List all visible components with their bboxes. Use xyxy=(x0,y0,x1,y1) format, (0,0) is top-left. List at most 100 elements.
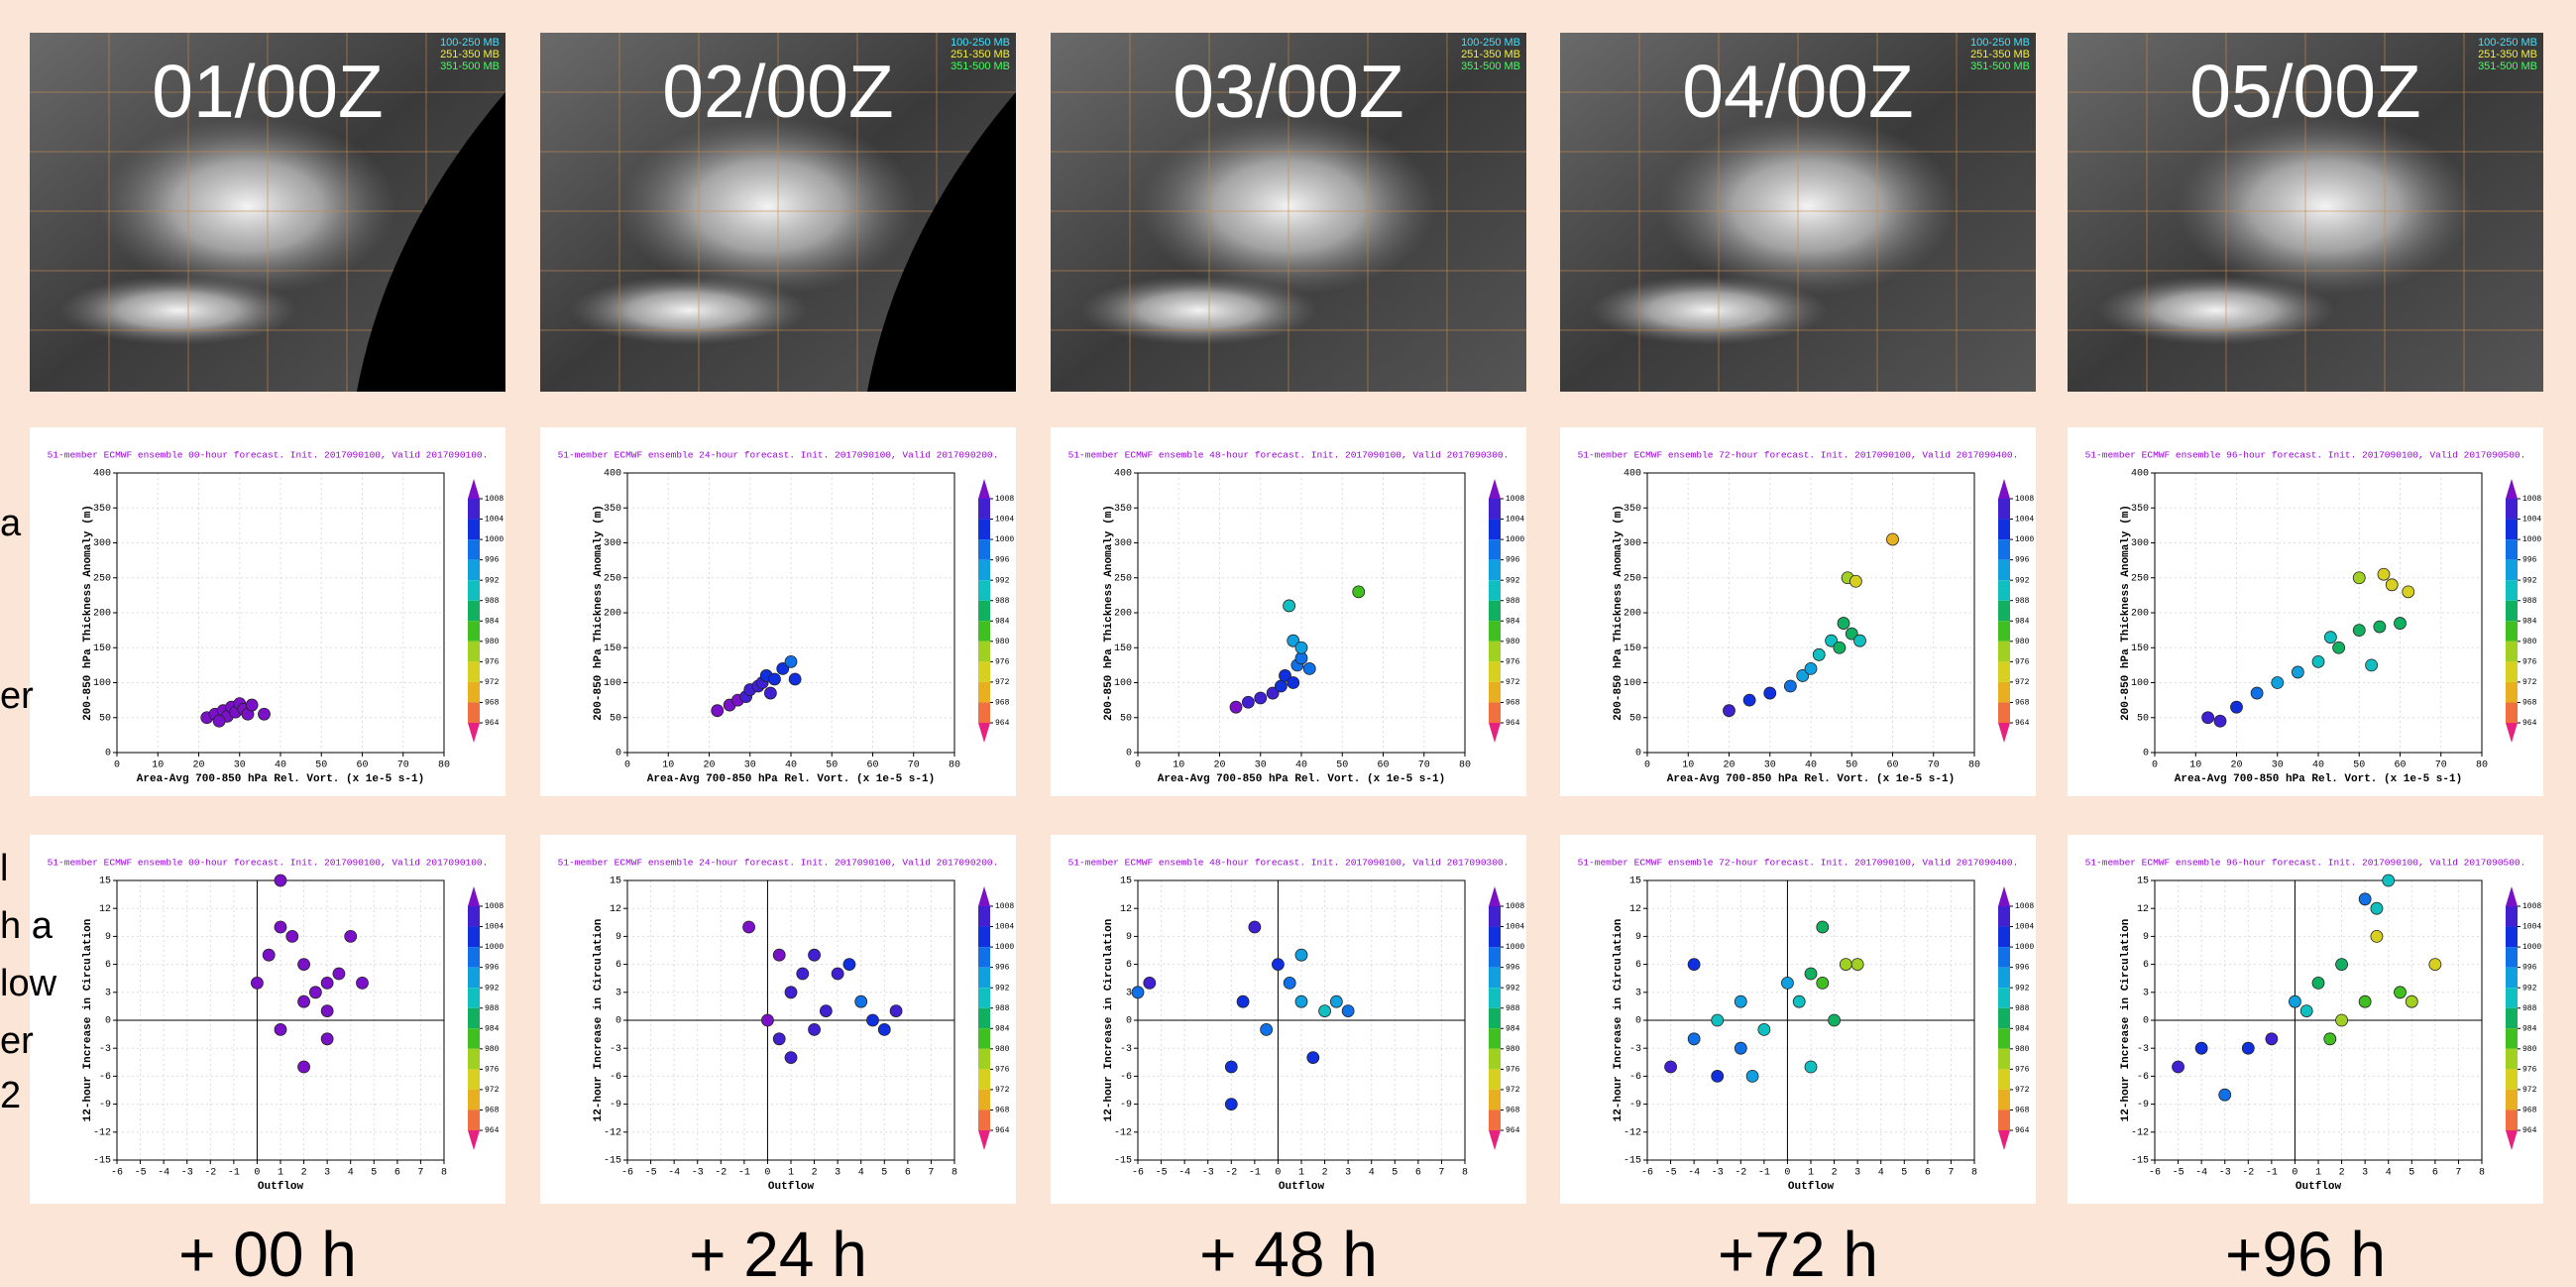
scatter-point xyxy=(2311,976,2325,990)
colorbar-segment xyxy=(1998,661,2010,682)
colorbar-label: 1004 xyxy=(2522,923,2541,932)
y-tick-label: 300 xyxy=(93,538,111,549)
scatter-point xyxy=(1224,1098,1238,1112)
scatter-point xyxy=(831,967,844,981)
scatter-point xyxy=(1796,669,1810,682)
colorbar-label: 996 xyxy=(1506,556,1520,565)
scatter-point xyxy=(1816,976,1830,990)
x-tick-label: 4 xyxy=(348,1168,354,1179)
scatter-point xyxy=(285,930,299,943)
colorbar-label: 992 xyxy=(2522,984,2537,993)
x-tick-label: -4 xyxy=(1688,1168,1700,1179)
scatter-point xyxy=(212,714,226,728)
scatter-point xyxy=(1236,994,1250,1008)
scatter-point xyxy=(258,707,271,721)
colorbar-label: 972 xyxy=(2015,1086,2030,1095)
x-tick-label: 80 xyxy=(438,760,450,771)
colorbar-segment xyxy=(2506,519,2518,540)
y-tick-label: 300 xyxy=(2131,538,2149,549)
colorbar-label: 1004 xyxy=(995,923,1014,932)
scatter-point xyxy=(772,948,786,962)
y-tick-label: 350 xyxy=(1624,504,1641,515)
forecast-hour-label: + 24 h xyxy=(689,1219,867,1287)
x-tick-label: 1 xyxy=(1298,1168,1304,1179)
colorbar-end xyxy=(2506,479,2518,499)
x-tick-label: 1 xyxy=(788,1168,794,1179)
scatter-point xyxy=(2250,686,2264,700)
y-tick-label: -9 xyxy=(1629,1100,1641,1111)
x-tick-label: -2 xyxy=(204,1168,216,1179)
y-tick-label: 150 xyxy=(2131,644,2149,654)
colorbar-segment xyxy=(2506,1089,2518,1111)
colorbar-segment xyxy=(1998,1048,2010,1070)
scatter-point xyxy=(1742,693,1756,707)
colorbar-label: 968 xyxy=(485,699,500,708)
x-tick-label: 0 xyxy=(1784,1168,1790,1179)
y-tick-label: 400 xyxy=(604,469,621,480)
x-tick-label: 70 xyxy=(397,760,409,771)
scatter-point xyxy=(1143,976,1157,990)
x-tick-label: 8 xyxy=(2479,1168,2485,1179)
y-axis-label: 12-hour Increase in Circulation xyxy=(82,919,94,1122)
y-axis-label: 12-hour Increase in Circulation xyxy=(1103,919,1115,1122)
x-tick-label: 7 xyxy=(2455,1168,2461,1179)
side-text-fragment: l xyxy=(0,848,8,889)
x-tick-label: 2 xyxy=(1832,1168,1838,1179)
x-tick-label: 30 xyxy=(1255,760,1267,771)
wind-legend: 251-350 MB xyxy=(951,49,1010,60)
colorbar-label: 988 xyxy=(2015,1004,2030,1013)
chart-background xyxy=(2068,427,2543,796)
y-tick-label: 400 xyxy=(1114,469,1132,480)
colorbar-label: 964 xyxy=(2015,719,2030,728)
y-tick-label: 9 xyxy=(105,932,111,943)
colorbar-segment xyxy=(1489,621,1501,642)
colorbar-label: 964 xyxy=(995,719,1010,728)
scatter-point xyxy=(1241,695,1255,709)
colorbar-label: 964 xyxy=(1506,1126,1520,1135)
chart-background xyxy=(2068,835,2543,1204)
scatter-point xyxy=(796,967,810,981)
y-tick-label: -12 xyxy=(604,1127,621,1138)
colorbar-segment xyxy=(1489,1089,1501,1111)
chart-title: 51-member ECMWF ensemble 00-hour forecas… xyxy=(48,858,489,869)
side-text-fragment: er xyxy=(0,1020,34,1062)
scatter-point xyxy=(1224,1060,1238,1074)
y-tick-label: 6 xyxy=(105,960,111,971)
x-tick-label: 10 xyxy=(1682,760,1694,771)
scatter-point xyxy=(842,958,856,972)
satellite-label: 03/00Z xyxy=(1173,50,1404,133)
colorbar-label: 1000 xyxy=(2015,943,2034,952)
y-tick-label: 150 xyxy=(1114,644,1132,654)
scatter-point xyxy=(763,686,777,700)
x-tick-label: 0 xyxy=(1275,1168,1281,1179)
wind-legend: 100-250 MB xyxy=(2478,37,2537,49)
x-axis-label: Outflow xyxy=(1788,1181,1835,1193)
y-tick-label: 300 xyxy=(604,538,621,549)
chart-title: 51-member ECMWF ensemble 96-hour forecas… xyxy=(2085,858,2526,869)
scatter-point xyxy=(344,930,358,943)
x-tick-label: 3 xyxy=(324,1168,330,1179)
x-tick-label: 80 xyxy=(1459,760,1471,771)
scatter-point xyxy=(1781,976,1794,990)
x-tick-label: -3 xyxy=(1712,1168,1724,1179)
scatter-point xyxy=(1804,967,1818,981)
colorbar-label: 1008 xyxy=(2015,902,2034,911)
chart-background xyxy=(1560,835,2036,1204)
colorbar-label: 1008 xyxy=(1506,495,1524,504)
colorbar-label: 980 xyxy=(485,1045,500,1054)
x-tick-label: 70 xyxy=(908,760,920,771)
colorbar-segment xyxy=(1489,1007,1501,1029)
colorbar-label: 980 xyxy=(2522,638,2537,646)
scatter-point xyxy=(711,704,725,718)
colorbar-segment xyxy=(978,1089,990,1111)
scatter-point xyxy=(274,874,287,887)
x-tick-label: 60 xyxy=(356,760,368,771)
colorbar-label: 992 xyxy=(1506,984,1520,993)
colorbar-segment xyxy=(1489,661,1501,682)
x-tick-label: 10 xyxy=(1173,760,1184,771)
colorbar-segment xyxy=(1998,621,2010,642)
colorbar-label: 964 xyxy=(2522,1126,2537,1135)
colorbar-segment xyxy=(468,1028,480,1049)
